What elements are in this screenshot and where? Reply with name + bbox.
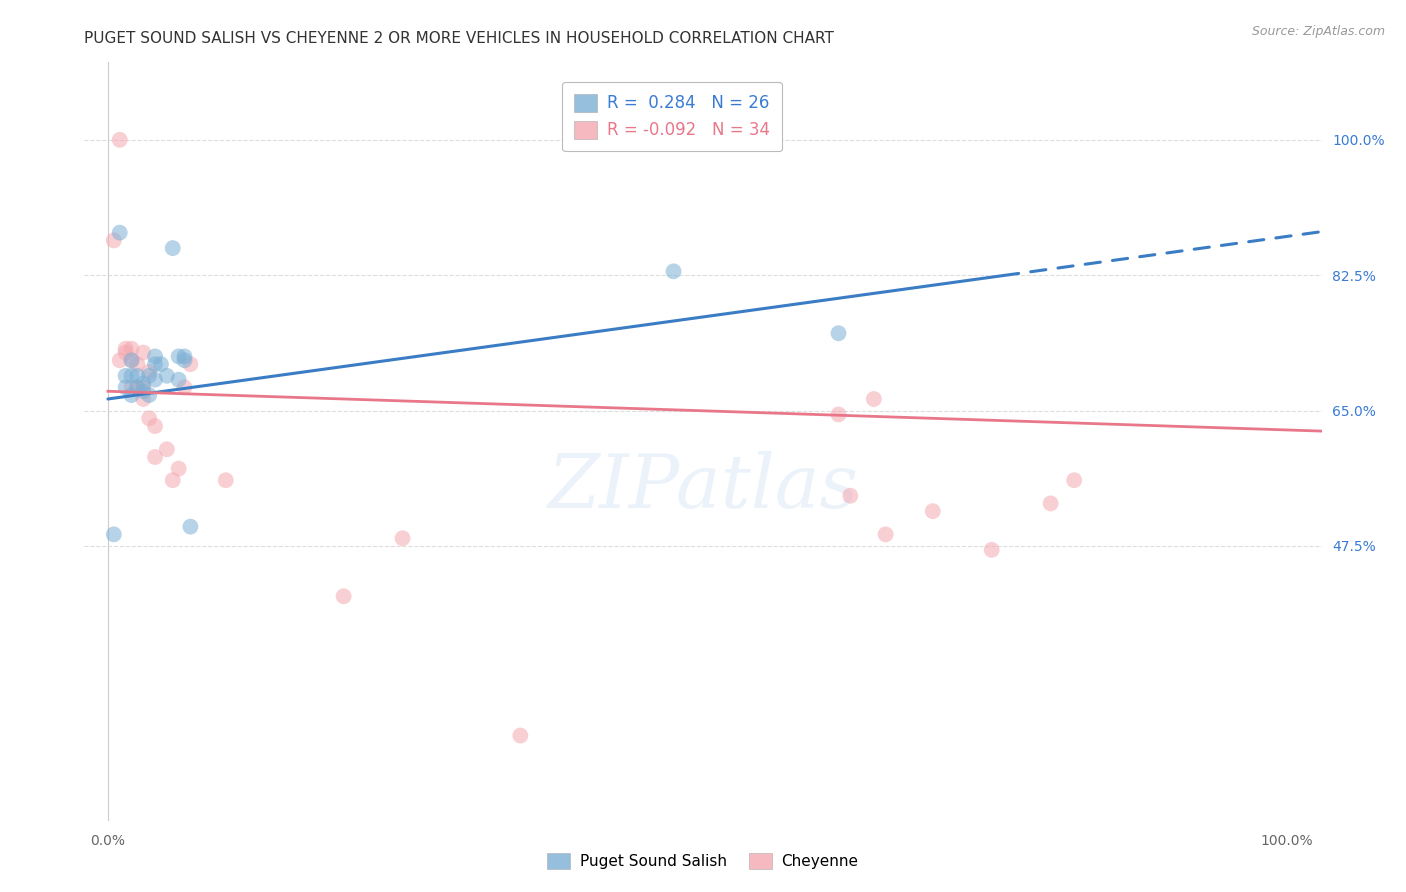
Point [509,729,531,743]
Point [114,345,136,359]
Point [173,353,195,368]
Text: Source: ZipAtlas.com: Source: ZipAtlas.com [1251,25,1385,38]
Point [143,419,166,434]
Point [391,531,413,545]
Point [108,353,131,368]
Legend: R =  0.284   N = 26, R = -0.092   N = 34: R = 0.284 N = 26, R = -0.092 N = 34 [562,82,782,151]
Point [108,226,131,240]
Point [162,473,184,487]
Point [138,368,160,383]
Point [1063,473,1085,487]
Point [127,357,149,371]
Point [114,380,136,394]
Point [121,353,143,368]
Point [1039,496,1062,510]
Point [132,345,155,359]
Point [127,380,149,394]
Point [167,373,190,387]
Point [863,392,886,406]
Point [179,357,201,371]
Point [108,133,131,147]
Point [215,473,238,487]
Point [980,542,1002,557]
Point [132,384,155,399]
Point [827,408,849,422]
Point [143,350,166,364]
Point [121,388,143,402]
Point [132,392,155,406]
Point [156,368,179,383]
Point [167,350,190,364]
Point [121,368,143,383]
Point [103,233,125,247]
Point [143,373,166,387]
Point [143,450,166,464]
Legend: Puget Sound Salish, Cheyenne: Puget Sound Salish, Cheyenne [541,847,865,875]
Point [114,342,136,356]
Point [332,589,354,603]
Point [121,342,143,356]
Point [127,380,149,394]
Point [138,365,160,379]
Point [138,388,160,402]
Text: PUGET SOUND SALISH VS CHEYENNE 2 OR MORE VEHICLES IN HOUSEHOLD CORRELATION CHART: PUGET SOUND SALISH VS CHEYENNE 2 OR MORE… [84,31,834,46]
Point [103,527,125,541]
Point [143,357,166,371]
Point [156,442,179,457]
Point [121,380,143,394]
Point [839,489,862,503]
Point [827,326,849,341]
Point [921,504,943,518]
Point [132,376,155,391]
Point [132,380,155,394]
Point [114,368,136,383]
Text: ZIPatlas: ZIPatlas [547,450,859,524]
Point [173,380,195,394]
Point [875,527,897,541]
Point [167,461,190,475]
Point [179,519,201,533]
Point [138,411,160,425]
Point [173,350,195,364]
Point [121,353,143,368]
Point [662,264,685,278]
Point [162,241,184,255]
Point [127,368,149,383]
Point [149,357,172,371]
